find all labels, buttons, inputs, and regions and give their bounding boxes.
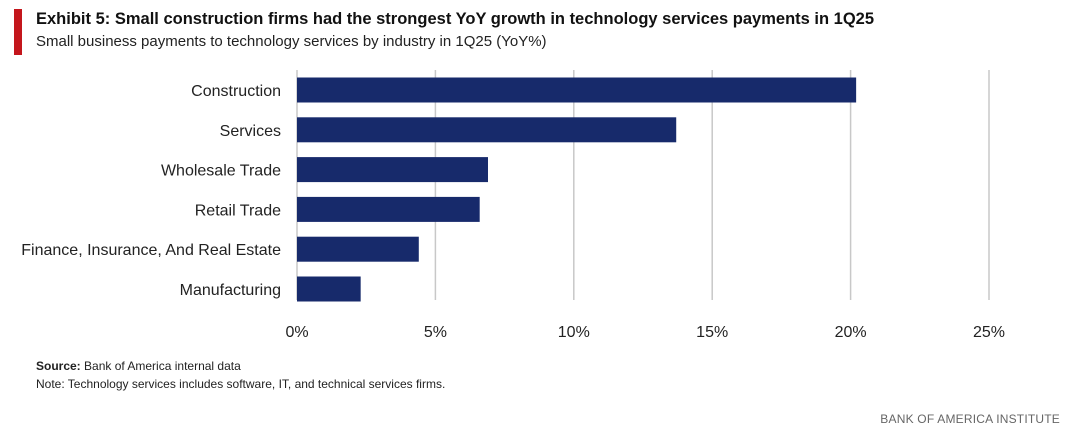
bar-chart: Construction Services Wholesale Trade Retai… [21,70,1005,341]
x-tick-label: 5% [424,324,447,341]
bar [297,276,361,302]
category-label: Retail Trade [195,202,281,219]
x-tick-label: 10% [558,324,590,341]
source-text: Bank of America internal data [80,359,241,373]
brand-label: BANK OF AMERICA INSTITUTE [880,412,1060,426]
x-tick-label: 25% [973,324,1005,341]
category-label: Construction [191,83,281,100]
bar [297,236,419,262]
bar [297,77,857,103]
bar [297,157,488,183]
chart-title: Exhibit 5: Small construction firms had … [36,10,875,28]
x-tick-labels: 0% 5% 10% 15% 20% 25% [285,324,1005,341]
bars [297,77,857,302]
chart-subtitle: Small business payments to technology se… [36,33,547,50]
category-label: Services [220,123,281,140]
x-tick-label: 15% [696,324,728,341]
gridlines [296,70,990,300]
category-label: Wholesale Trade [161,163,281,180]
category-labels: Construction Services Wholesale Trade Retai… [21,83,281,299]
source-label: Source: [36,359,81,373]
x-tick-label: 0% [285,324,308,341]
bar [297,196,480,222]
accent-bar [14,9,22,55]
source-line: Source: Bank of America internal data [36,359,241,373]
note-line: Note: Technology services includes softw… [36,377,446,391]
x-tick-label: 20% [835,324,867,341]
category-label: Manufacturing [180,282,281,299]
category-label: Finance, Insurance, And Real Estate [21,242,281,259]
bar [297,117,677,143]
